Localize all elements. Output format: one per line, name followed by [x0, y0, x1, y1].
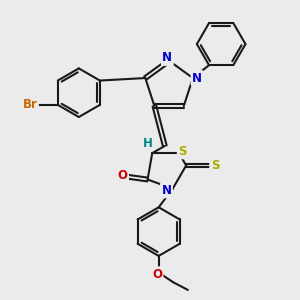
Text: S: S	[178, 145, 187, 158]
Text: N: N	[162, 52, 172, 64]
Text: Br: Br	[22, 98, 38, 111]
Text: N: N	[192, 71, 202, 85]
Text: O: O	[152, 268, 162, 281]
Text: O: O	[118, 169, 128, 182]
Text: N: N	[161, 184, 172, 197]
Text: H: H	[143, 136, 153, 150]
Text: S: S	[211, 159, 219, 172]
